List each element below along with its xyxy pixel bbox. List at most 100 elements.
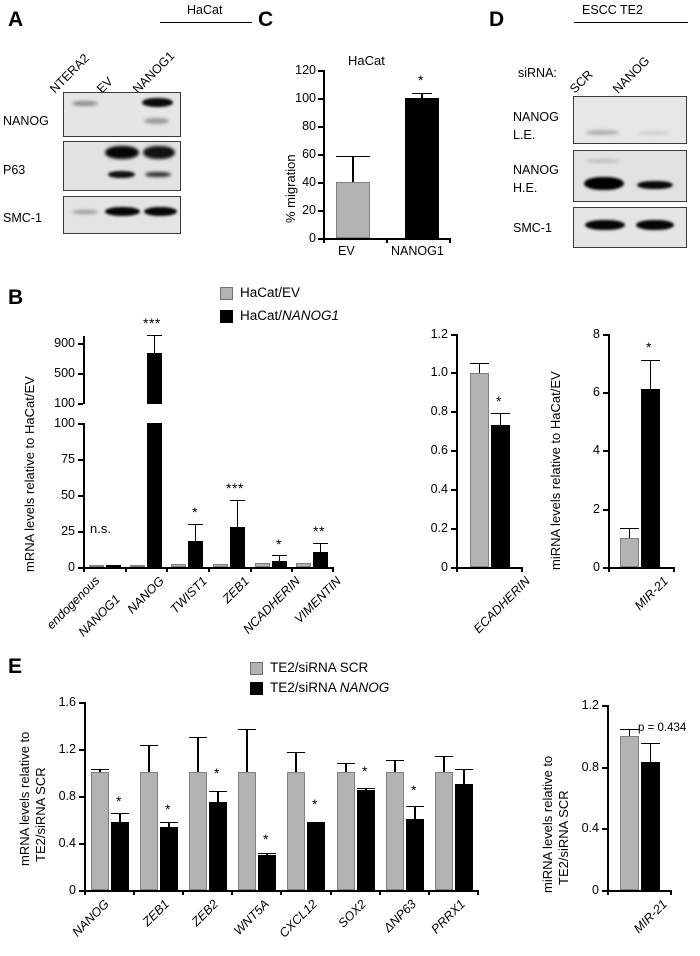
panel-b-ecad-ticklabel-0: 0 [441,560,448,574]
panel-e-errorbar-nanog-5 [357,788,375,790]
panel-b-xtick-5 [291,567,293,572]
panel-e-bar-nanog-2 [209,802,227,890]
panel-a-group-header: HaCat [187,3,223,17]
panel-b-mir-ticklabel-4: 4 [593,443,600,457]
panel-c-tick-100 [318,98,323,100]
panel-b-ticklabel-100-lower: 100 [54,416,75,430]
panel-e-xtick-5 [330,890,332,895]
panel-c-tick-120 [318,70,323,72]
panel-b-bar-nanog1-3 [230,527,245,567]
panel-e-xtick-6 [379,890,381,895]
band [638,131,670,135]
panel-c-ticklabel-20: 20 [302,203,316,217]
panel-e-annotation-5: * [362,763,368,779]
panel-e-mir-ticklabel-1.2: 1.2 [581,698,599,712]
panel-e-errorbar-scr-5 [337,763,355,772]
band [142,98,173,107]
band [105,207,140,216]
panel-b-ecad-xtick-1 [521,567,523,572]
panel-e-legend-swatch-nanog [250,682,263,695]
panel-e-bar-nanog-7 [455,784,473,890]
panel-c-ticklabel-40: 40 [302,175,316,189]
panel-c-ticklabel-80: 80 [302,119,316,133]
panel-b-ecad-tick-1.0 [451,372,456,374]
panel-b-ticklabel-25: 25 [61,524,75,538]
panel-b-xtick-1 [125,567,127,572]
panel-b-bar-nanog1-4 [272,561,287,567]
panel-b-mir-annotation: * [646,339,652,355]
panel-b-mir-ticklabel-0: 0 [593,560,600,574]
panel-e-legend-label-nanog-text: TE2/siRNA NANOG [270,680,390,695]
panel-b-bar-ev-2 [171,564,186,567]
panel-e-mir-ticklabel-0: 0 [592,883,599,897]
panel-e-ticklabel-1.6: 1.6 [58,695,76,709]
panel-d-blot-nanog-le [573,96,687,144]
panel-b-mir-xtick-1 [673,567,675,572]
panel-b-tick-75 [78,459,83,461]
panel-b-tick-25 [78,531,83,533]
panel-b-xtick-2 [166,567,168,572]
panel-e-ticklabel-0: 0 [69,883,76,897]
panel-d-blot-nanog-he [573,150,687,202]
panel-b-annotation-4: * [276,536,282,552]
panel-b-ecad-y-axis [456,334,458,567]
panel-b-annotation-0: n.s. [90,521,111,536]
panel-e-mir-tick-0.4 [602,828,607,830]
panel-c-title: HaCat [348,53,385,68]
panel-e-xtick-0 [84,890,86,895]
panel-e-xtick-4 [280,890,282,895]
panel-e-xlabel-0: NANOG [69,897,112,940]
panel-e-bar-nanog-0 [111,822,129,890]
panel-e-mir-ylabel-line2: TE2/siRNA SCR [556,790,571,885]
panel-c-bar-nanog1 [405,98,439,238]
panel-b-tick-900 [78,343,83,345]
panel-e-bar-nanog-4 [307,822,325,890]
panel-b-bar-nanog1-1-lower [147,423,162,567]
panel-e-errorbar-nanog-2 [209,791,227,802]
panel-b-mir-errorbar-nanog1 [641,360,660,389]
band [105,146,139,159]
panel-b-annotation-2: * [192,504,198,520]
panel-b-xtick-4 [250,567,252,572]
panel-b-ticklabel-0: 0 [68,560,75,574]
panel-b-ecad-tick-0.8 [451,411,456,413]
panel-d-lane-1: NANOG [610,53,653,96]
panel-e-errorbar-scr-7 [435,756,453,772]
panel-e-mir-ticklabel-0.8: 0.8 [581,760,599,774]
panel-c-errorbar-nanog1 [412,93,432,98]
panel-e-errorbar-nanog-7 [455,769,473,784]
panel-e-xtick-8 [477,890,479,895]
panel-a-letter: A [8,8,24,31]
band [145,172,171,177]
panel-a-blot-nanog [63,92,181,137]
panel-b-xtick-6 [332,567,334,572]
panel-b-tick-500 [78,373,83,375]
panel-e-mir-tick-0.8 [602,767,607,769]
panel-e-mir-x-axis [607,890,671,892]
panel-b-mir-tick-4 [603,450,608,452]
panel-b-ecad-ticklabel-0.8: 0.8 [430,404,448,418]
panel-b-tick-100-lower [78,423,83,425]
panel-e-xlabel-7: PRRX1 [428,897,468,937]
panel-b-ecad-bar-ev [470,373,489,567]
panel-e-annotation-2: * [214,765,220,781]
panel-b-legend-label-ev: HaCat/EV [240,285,301,300]
panel-b-mir-tick-8 [603,334,608,336]
panel-b-mir-bar-ev [620,538,639,567]
panel-e-letter: E [8,655,23,678]
panel-e-ticklabel-0.8: 0.8 [58,789,76,803]
panel-e-tick-0 [79,890,84,892]
panel-b-legend-label-nanog1: HaCat/NANOG1 [240,308,339,323]
panel-c-tick-80 [318,126,323,128]
panel-b-tick-100-upper [78,403,83,405]
panel-c-bar-ev [336,182,370,238]
panel-b-ecad-annotation: * [496,393,502,409]
panel-b-tick-50 [78,495,83,497]
panel-e-bar-scr-7 [435,772,453,890]
panel-b-ecad-xlabel: ECADHERIN [470,574,533,636]
panel-e-mir-bar-nanog [641,762,660,890]
panel-e-ticklabel-1.2: 1.2 [58,742,76,756]
panel-b-ecad-errorbar-ev [470,363,489,373]
panel-b-ecad-ticklabel-1.0: 1.0 [430,365,448,379]
panel-c-xlabel-nanog1: NANOG1 [391,244,444,258]
